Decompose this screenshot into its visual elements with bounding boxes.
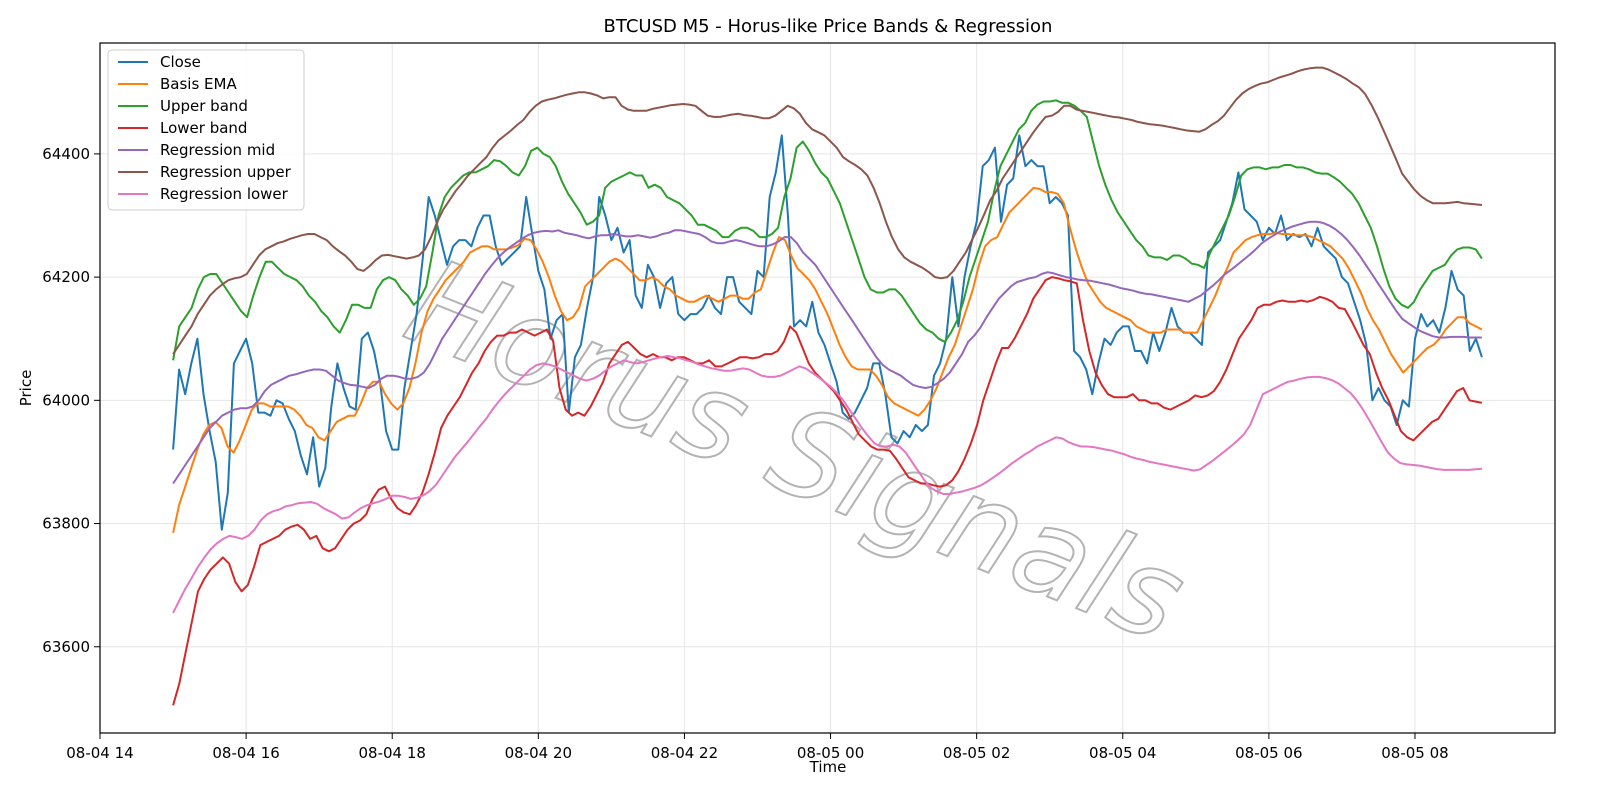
y-tick-label: 64000: [42, 391, 90, 409]
y-axis-label: Price: [17, 370, 35, 407]
series-line-close: [172, 134, 1483, 531]
y-tick-label: 63600: [42, 638, 90, 656]
series-line-regression-lower: [172, 355, 1482, 614]
legend-box: [107, 49, 305, 211]
series-line-basis-ema: [172, 186, 1483, 534]
x-tick-label: 08-05 00: [797, 744, 864, 762]
legend-items: Close Basis EMA Upper band Lower band Regres…: [118, 53, 292, 203]
plot-frame: [99, 42, 1556, 734]
legend-label: Lower band: [160, 119, 247, 137]
chart-title: BTCUSD M5 - Horus-like Price Bands & Reg…: [604, 16, 1053, 37]
series-line-regression-mid: [172, 220, 1482, 485]
x-tick-label: 08-04 16: [212, 744, 279, 762]
x-axis-label: Time: [809, 758, 847, 776]
x-tick-label: 08-04 22: [651, 744, 718, 762]
y-tick-label: 63800: [42, 515, 90, 533]
y-tick-label: 64200: [42, 268, 90, 286]
y-tick-label: 64400: [42, 145, 90, 163]
series-layer: [172, 66, 1483, 706]
x-tick-label: 08-05 02: [943, 744, 1010, 762]
legend-label: Upper band: [160, 97, 248, 115]
legend-label: Regression lower: [160, 185, 289, 203]
legend-label: Close: [160, 53, 201, 71]
series-line-regression-upper: [172, 66, 1482, 355]
legend-label: Regression mid: [160, 141, 275, 159]
x-tick-label: 08-04 18: [358, 744, 425, 762]
x-tick-label: 08-04 20: [505, 744, 572, 762]
legend: Close Basis EMA Upper band Lower band Regres…: [107, 49, 305, 211]
y-ticks: 63600 63800 64000 64200 64400: [42, 145, 100, 656]
x-tick-label: 08-05 06: [1235, 744, 1302, 762]
x-ticks: 08-04 14 08-04 16 08-04 18 08-04 20 08-04 22…: [66, 733, 1449, 762]
grid: [99, 43, 1555, 733]
legend-label: Basis EMA: [160, 75, 237, 93]
legend-label: Regression upper: [160, 163, 292, 181]
x-tick-label: 08-05 04: [1089, 744, 1156, 762]
x-tick-label: 08-05 08: [1381, 744, 1448, 762]
series-line-upper-band: [172, 99, 1483, 361]
x-tick-label: 08-04 14: [66, 744, 133, 762]
